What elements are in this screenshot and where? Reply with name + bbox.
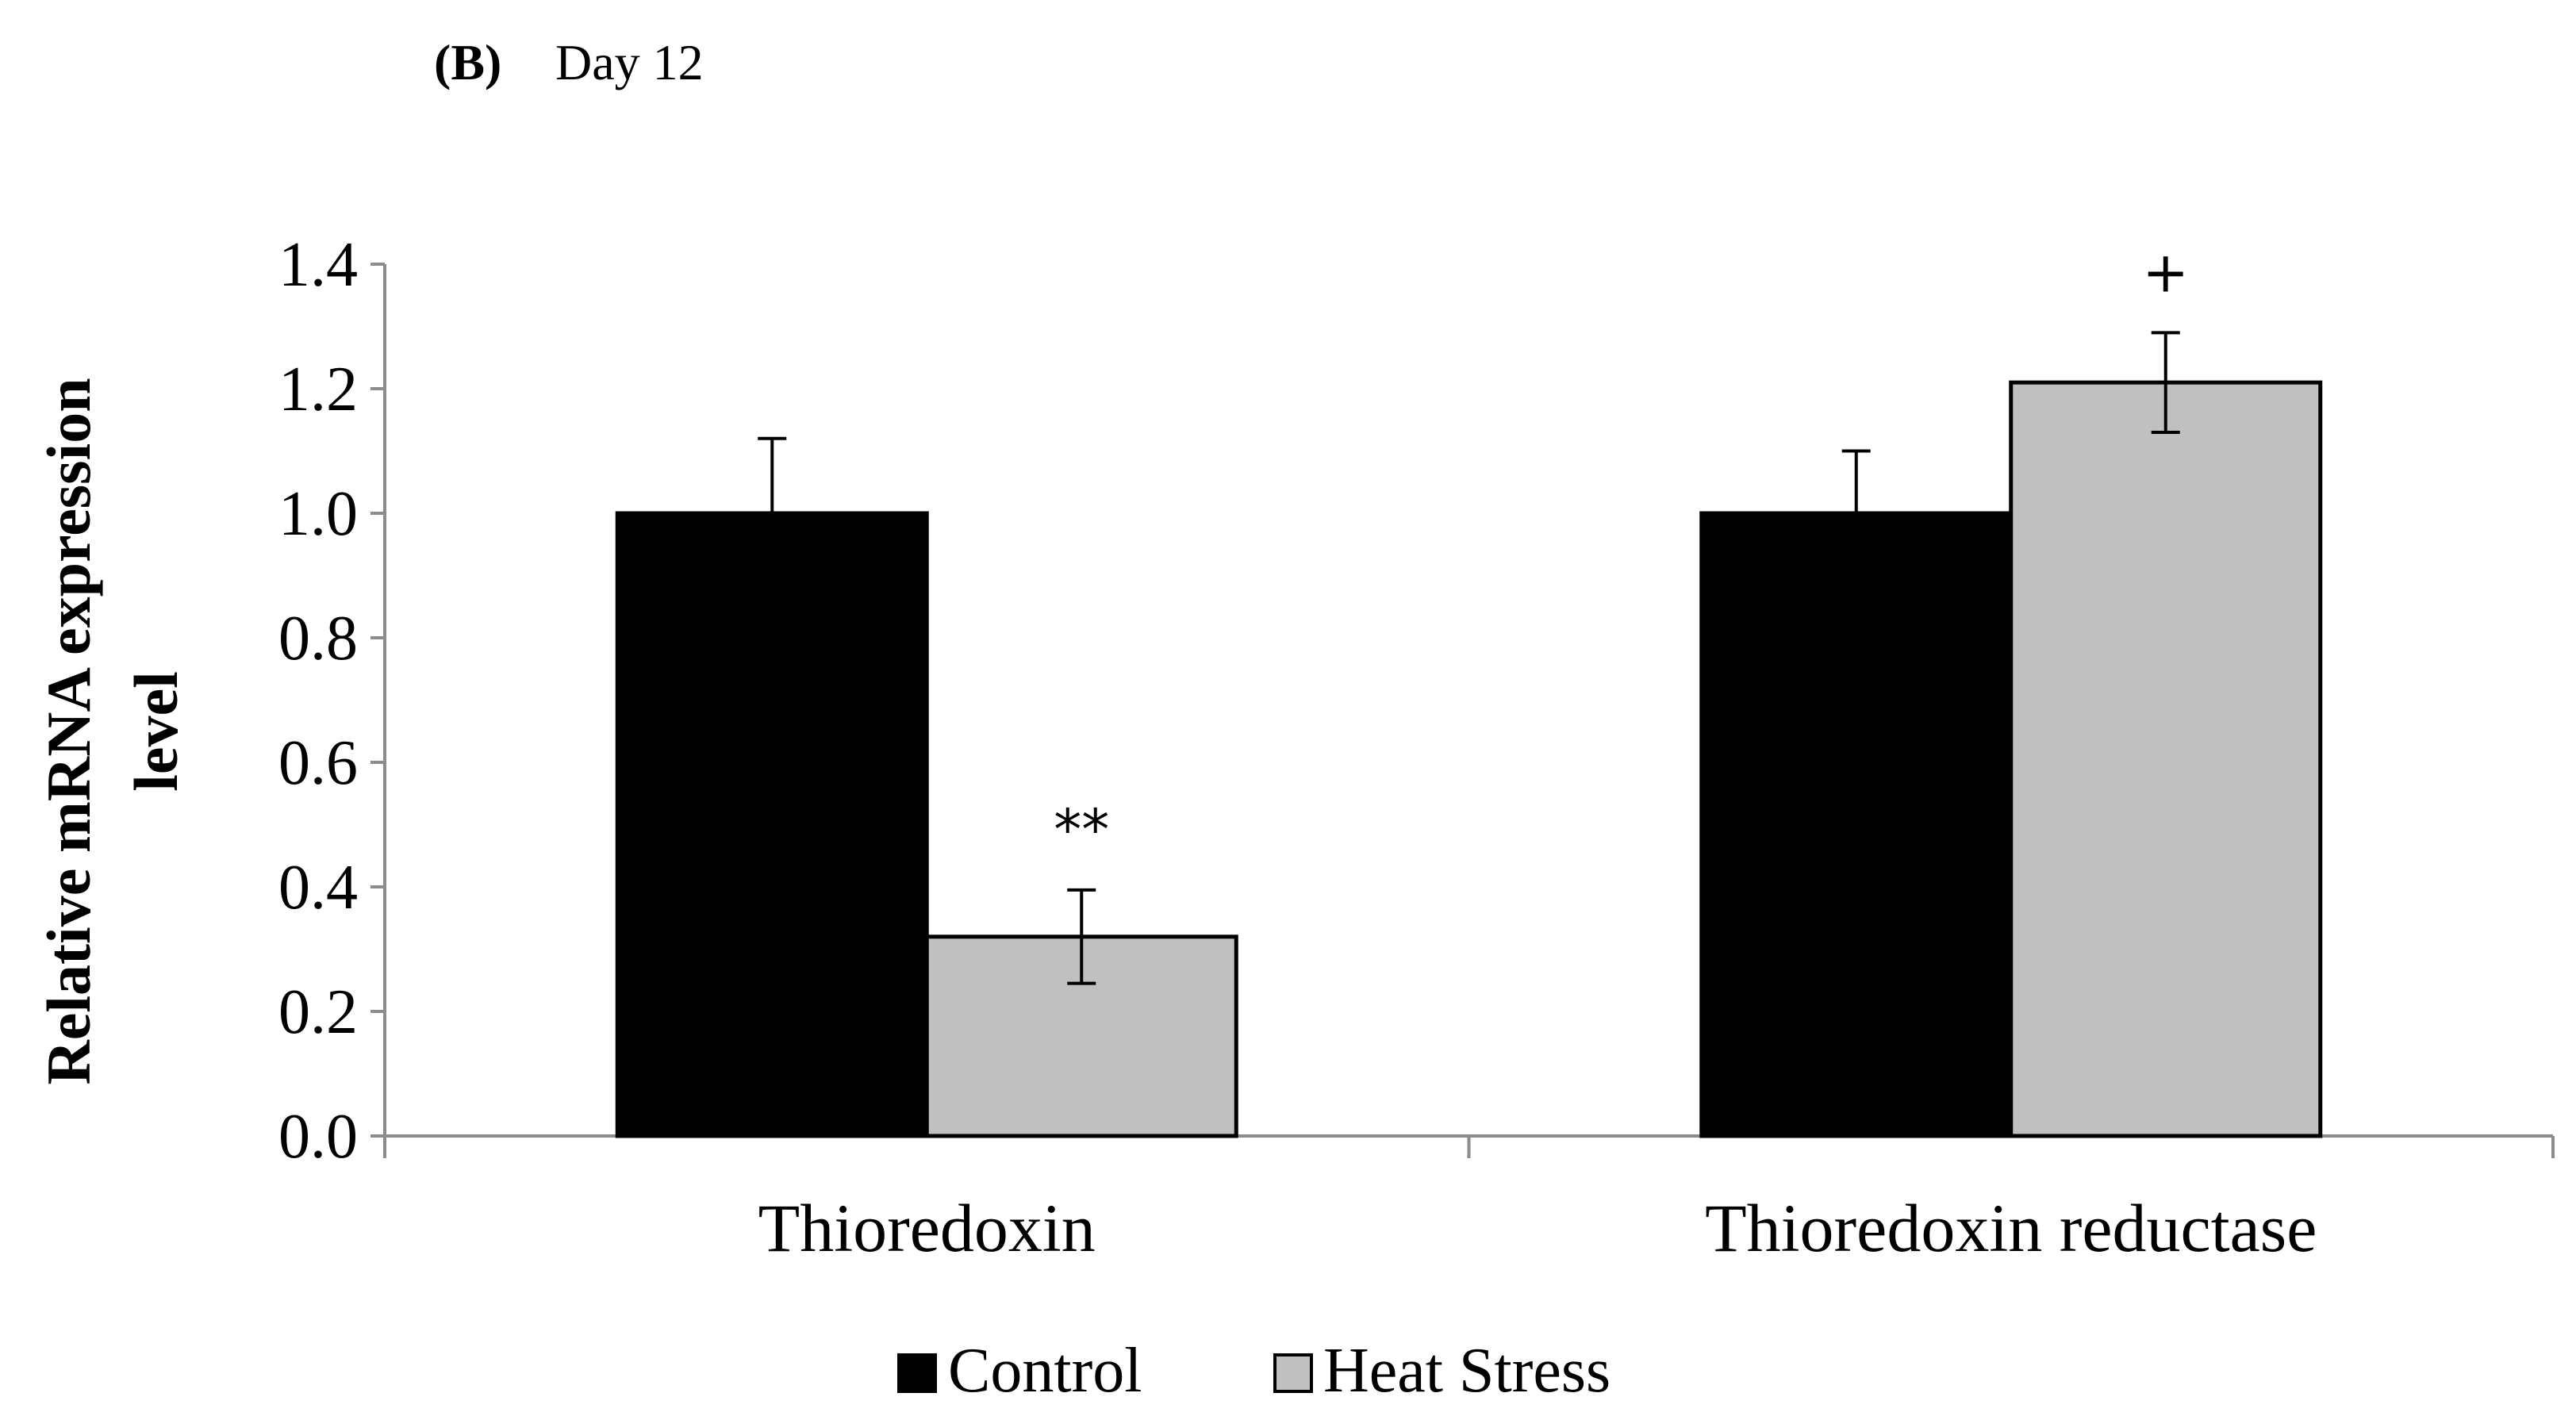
panel-title: Day 12	[555, 34, 704, 90]
x-category-label: Thioredoxin reductase	[1705, 1190, 2317, 1266]
y-axis-title: Relative mRNA expression level	[34, 378, 190, 1084]
x-category-label: Thioredoxin	[758, 1190, 1096, 1266]
y-tick-label: 0.6	[278, 728, 358, 798]
significance-annotations: ** +	[1054, 240, 2189, 862]
bar-marks	[615, 380, 2323, 1138]
legend: Control Heat Stress	[897, 1336, 1610, 1406]
y-tick-label: 0.0	[278, 1102, 358, 1172]
y-tick-label: 1.0	[278, 479, 358, 549]
y-tick-label: 1.4	[278, 230, 358, 300]
bar-control	[615, 511, 929, 1138]
legend-label-control: Control	[948, 1336, 1142, 1406]
error-bars	[758, 331, 2180, 985]
legend-swatch-heat-stress	[1273, 1353, 1313, 1393]
y-tick-label: 0.4	[278, 853, 358, 923]
legend-swatch-control	[897, 1353, 937, 1393]
bar-control	[1699, 511, 2014, 1138]
x-axis-category-labels: Thioredoxin Thioredoxin reductase	[758, 1190, 2317, 1266]
significance-annotation: +	[2142, 240, 2189, 305]
y-axis-title-line-2: level	[121, 671, 190, 792]
y-tick-label: 1.2	[278, 355, 358, 424]
panel-label: (B)	[434, 34, 501, 90]
significance-annotation: **	[1054, 797, 1109, 862]
x-axis-ticks	[383, 1136, 2555, 1158]
y-axis-ticks: 0.0 0.2 0.4 0.6 0.8 1.0 1.2 1.4	[278, 230, 385, 1172]
y-tick-label: 0.2	[278, 977, 358, 1047]
bar-heat-stress	[2009, 380, 2323, 1138]
legend-label-heat-stress: Heat Stress	[1323, 1336, 1610, 1406]
y-tick-label: 0.8	[278, 604, 358, 673]
y-axis-title-line-1: Relative mRNA expression	[34, 378, 103, 1084]
